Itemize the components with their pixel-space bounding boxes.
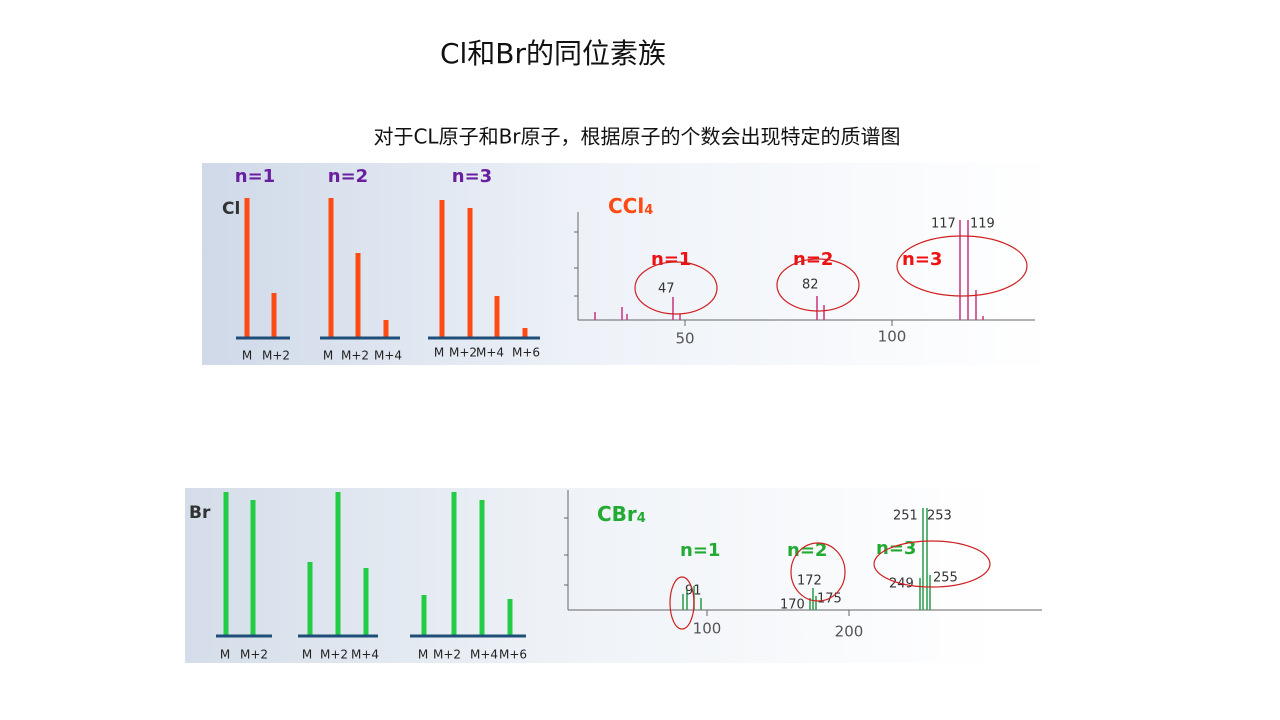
peak-value: 119: [970, 217, 995, 232]
peak-value: 251: [893, 509, 918, 524]
peak-value: 255: [933, 571, 958, 586]
peak-label: M+4: [374, 349, 402, 363]
image-background: [185, 488, 995, 663]
highlight-ellipses: [669, 540, 991, 630]
group-label: n=2: [328, 166, 368, 187]
peak-label: M+2: [341, 349, 369, 363]
element-label: Br: [189, 503, 211, 523]
axes: [564, 490, 1042, 616]
peak-label: M: [242, 349, 252, 363]
axis-label: 100: [878, 328, 907, 346]
highlight-ellipses: [634, 235, 1028, 315]
bars: [223, 492, 513, 636]
peak-label: M: [418, 648, 428, 662]
peak-label: M+2: [240, 648, 268, 662]
peak-value: 117: [931, 217, 956, 232]
annotation: n=1: [680, 540, 720, 561]
peak-label: M+4: [351, 648, 379, 662]
annotation: n=3: [902, 249, 942, 270]
element-label: Cl: [222, 199, 240, 219]
peak-label: M+2: [262, 349, 290, 363]
formula: CCl4: [608, 194, 653, 218]
formula: CBr4: [597, 502, 646, 526]
group-label: n=1: [235, 166, 275, 187]
subtitle: 对于CL原子和Br原子，根据原子的个数会出现特定的质谱图: [373, 125, 900, 149]
axis-label: 100: [693, 620, 722, 638]
peak-value: 82: [802, 278, 819, 293]
group-label: n=3: [452, 166, 492, 187]
peak-label: M+6: [512, 346, 540, 360]
peak-label: M: [220, 648, 230, 662]
bars: [244, 198, 528, 338]
peak-label: M+2: [433, 648, 461, 662]
title: Cl和Br的同位素族: [440, 37, 666, 70]
annotation: n=3: [876, 538, 916, 559]
peak-label: M+2: [449, 346, 477, 360]
peak-label: M+4: [476, 346, 504, 360]
peak-label: M+6: [499, 648, 527, 662]
peak-label: M+4: [470, 648, 498, 662]
peak-value: 253: [927, 509, 952, 524]
peak-label: M: [302, 648, 312, 662]
axes: [574, 212, 1035, 326]
peak-value: 172: [797, 574, 822, 589]
annotation: n=1: [651, 249, 691, 270]
peak-label: M: [434, 346, 444, 360]
peak-label: M+2: [320, 648, 348, 662]
peak-label: M: [323, 349, 333, 363]
axis-label: 200: [835, 623, 864, 641]
peak-value: 170: [780, 598, 805, 613]
image-background: [202, 163, 1055, 365]
peak-value: 47: [658, 282, 675, 297]
annotation: n=2: [787, 540, 827, 561]
axis-label: 50: [675, 330, 694, 348]
